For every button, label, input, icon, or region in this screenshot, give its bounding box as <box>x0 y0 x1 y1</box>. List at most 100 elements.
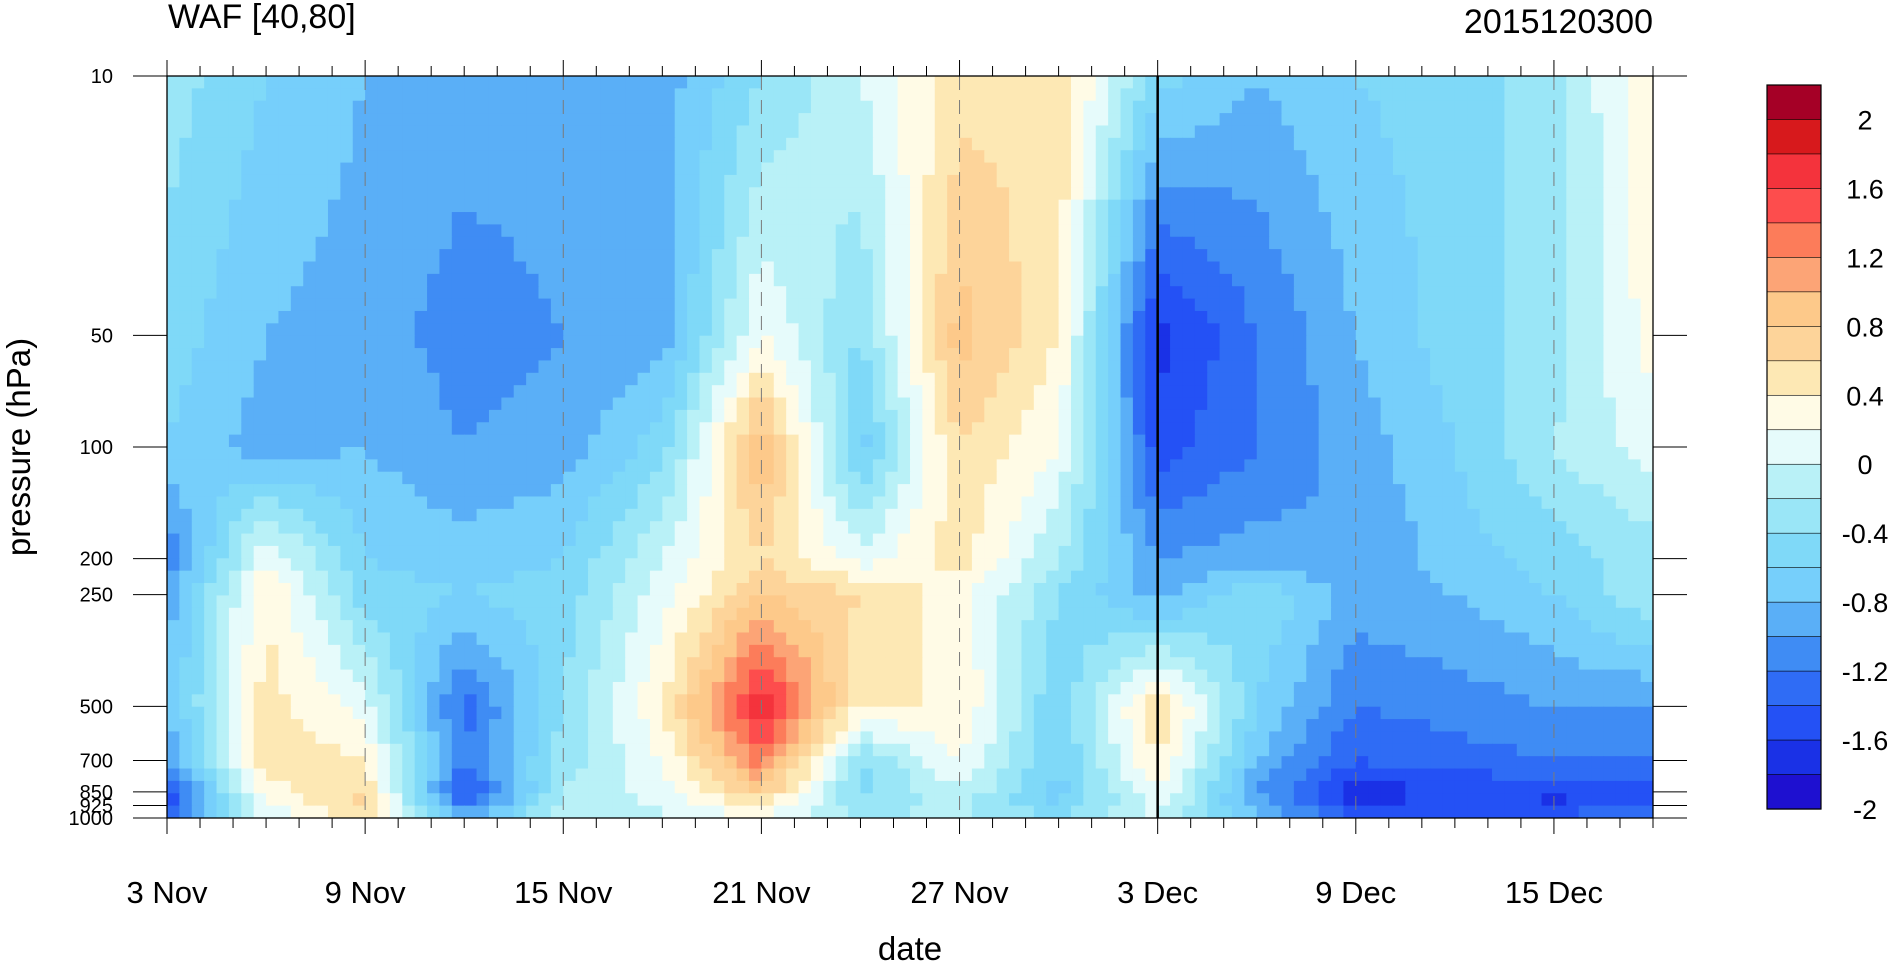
field-cell <box>1467 100 1481 114</box>
field-cell <box>959 521 973 535</box>
field-cell <box>389 348 403 362</box>
field-cell <box>724 150 738 164</box>
field-cell <box>1467 249 1481 263</box>
field-cell <box>1640 385 1653 399</box>
field-cell <box>1120 249 1134 263</box>
field-cell <box>823 409 837 423</box>
field-cell <box>872 521 886 535</box>
field-cell <box>1194 137 1208 151</box>
field-cell <box>835 360 849 374</box>
field-cell <box>798 471 812 485</box>
field-cell <box>848 496 862 510</box>
field-cell <box>488 459 502 473</box>
field-cell <box>1516 187 1530 201</box>
field-cell <box>872 113 886 127</box>
field-cell <box>365 125 379 139</box>
field-cell <box>439 236 453 250</box>
field-cell <box>600 348 614 362</box>
field-cell <box>1269 273 1283 287</box>
field-cell <box>662 113 676 127</box>
field-cell <box>451 570 465 584</box>
field-cell <box>1492 212 1505 225</box>
field-cell <box>1021 261 1035 275</box>
field-cell <box>290 298 304 312</box>
field-cell <box>563 88 577 102</box>
field-cell <box>204 558 218 572</box>
field-cell <box>1083 187 1097 201</box>
field-cell <box>1368 88 1382 102</box>
field-cell <box>1058 323 1072 337</box>
field-cell <box>996 508 1010 522</box>
field-cell <box>1566 533 1580 547</box>
field-cell <box>1380 224 1394 238</box>
field-cell <box>910 372 923 386</box>
field-cell <box>687 496 701 510</box>
field-cell <box>1467 261 1481 275</box>
field-cell <box>1603 447 1617 460</box>
field-cell <box>1145 558 1159 572</box>
field-cell <box>402 335 416 349</box>
field-cell <box>191 125 205 139</box>
field-cell <box>860 459 874 473</box>
field-cell <box>216 385 230 399</box>
field-cell <box>922 484 936 498</box>
field-cell <box>1318 533 1332 547</box>
field-cell <box>365 583 379 596</box>
field-cell <box>1615 323 1629 337</box>
field-cell <box>1219 273 1233 287</box>
field-cell <box>1231 113 1245 127</box>
field-cell <box>1219 471 1233 485</box>
field-cell <box>1095 174 1109 188</box>
field-cell <box>241 273 255 287</box>
field-cell <box>687 385 701 399</box>
field-cell <box>1553 385 1567 399</box>
field-cell <box>340 212 354 225</box>
field-cell <box>959 385 973 399</box>
field-cell <box>167 484 180 498</box>
field-cell <box>340 558 354 572</box>
field-cell <box>872 348 886 362</box>
field-cell <box>290 583 304 596</box>
field-cell <box>179 372 193 386</box>
field-cell <box>637 150 651 164</box>
field-cell <box>835 273 849 287</box>
field-cell <box>1553 236 1567 250</box>
field-cell <box>662 484 676 498</box>
field-cell <box>1009 545 1023 559</box>
field-cell <box>241 137 255 151</box>
field-cell <box>1355 335 1369 349</box>
field-cell <box>1256 212 1270 225</box>
field-cell <box>1269 397 1283 411</box>
field-cell <box>1207 273 1221 287</box>
field-cell <box>439 496 453 510</box>
field-cell <box>687 484 701 498</box>
field-cell <box>612 261 626 275</box>
field-cell <box>167 422 180 436</box>
field-cell <box>327 558 341 572</box>
field-cell <box>996 397 1010 411</box>
field-cell <box>1194 447 1208 460</box>
field-cell <box>451 162 465 176</box>
field-cell <box>1318 236 1332 250</box>
field-cell <box>1170 508 1184 522</box>
field-cell <box>1454 236 1468 250</box>
field-cell <box>1170 434 1184 448</box>
field-cell <box>1628 558 1642 572</box>
field-cell <box>167 471 180 485</box>
field-cell <box>501 471 515 485</box>
field-cell <box>1046 372 1060 386</box>
field-cell <box>1132 137 1146 151</box>
field-cell <box>488 558 502 572</box>
field-cell <box>1219 385 1233 399</box>
field-cell <box>749 323 762 337</box>
field-cell <box>897 137 911 151</box>
field-cell <box>1293 521 1307 535</box>
field-cell <box>402 113 416 127</box>
field-cell <box>588 484 602 498</box>
field-cell <box>1368 484 1382 498</box>
field-cell <box>922 545 936 559</box>
field-cell <box>377 558 391 572</box>
field-cell <box>1269 100 1283 114</box>
field-cell <box>749 212 762 225</box>
field-cell <box>1058 558 1072 572</box>
